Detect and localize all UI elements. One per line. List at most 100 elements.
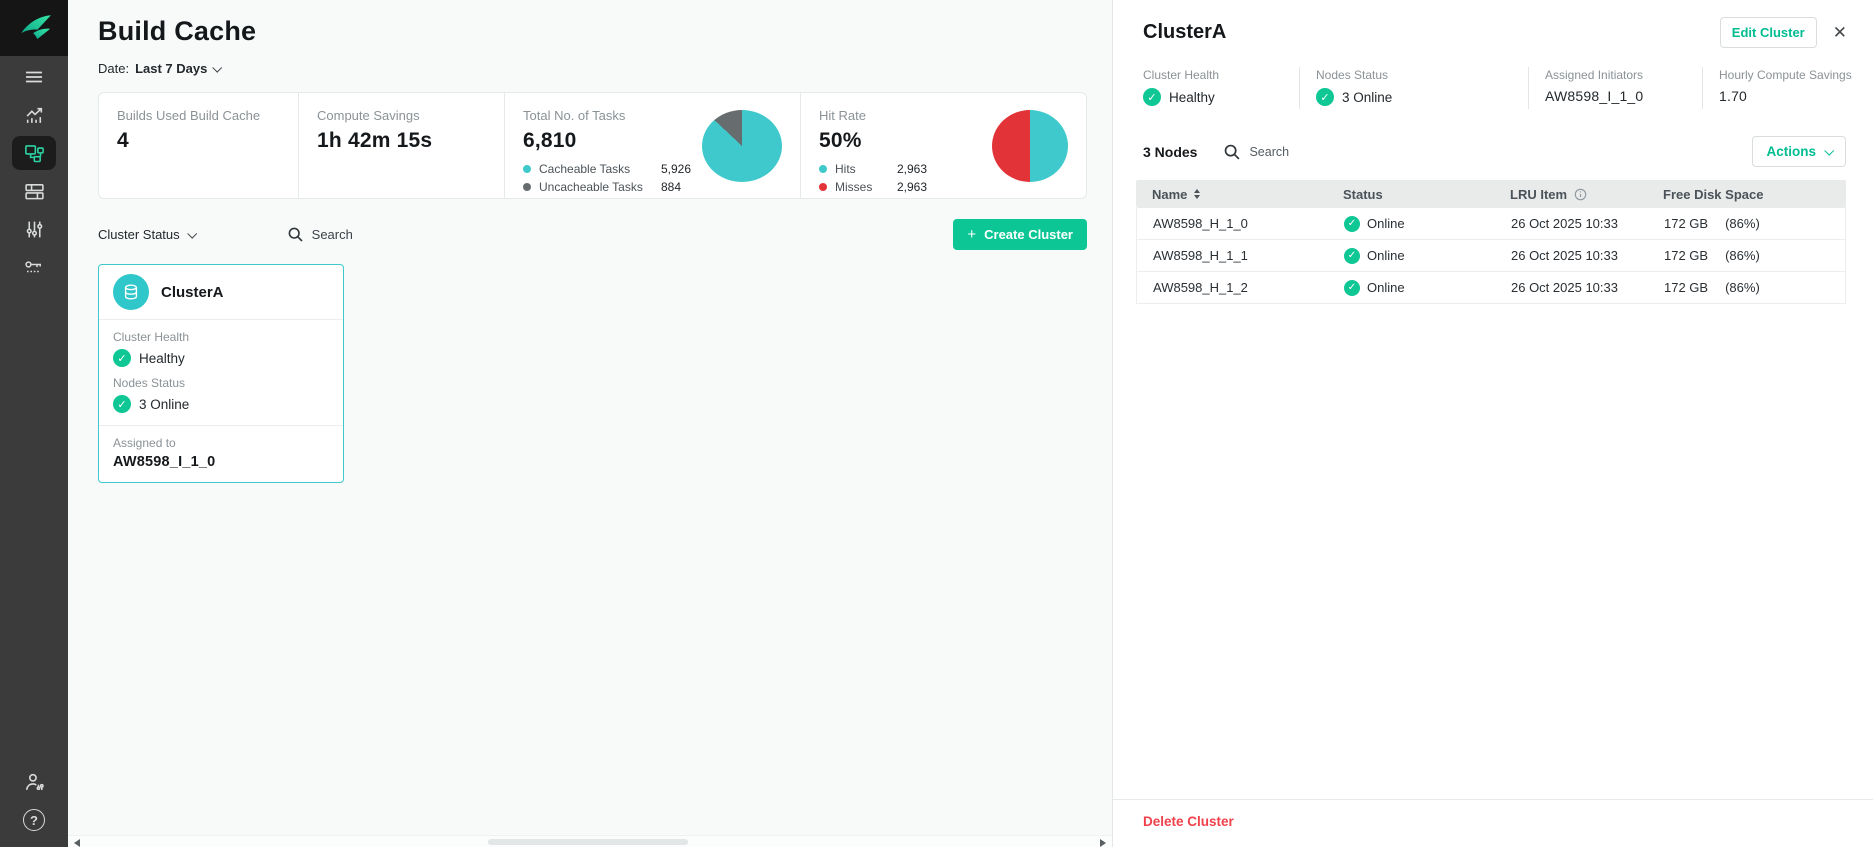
panel-stats-row: Cluster Health ✓ Healthy Nodes Status ✓ … [1113, 67, 1873, 109]
panel-stat-cluster-health: Cluster Health ✓ Healthy [1143, 68, 1220, 106]
boards-layout-icon [24, 183, 44, 199]
check-icon: ✓ [1143, 88, 1161, 106]
sidebar-item-help[interactable]: ? [0, 801, 68, 839]
panel-title: ClusterA [1143, 21, 1227, 43]
close-panel-button[interactable]: ✕ [1833, 24, 1847, 41]
check-icon: ✓ [113, 349, 131, 367]
table-row[interactable]: AW8598_H_1_0 ✓ Online 26 Oct 2025 10:33 … [1136, 208, 1846, 240]
sidebar-item-user-settings[interactable] [0, 763, 68, 801]
cluster-card[interactable]: ClusterA Cluster Health ✓ Healthy Nodes … [98, 264, 344, 483]
sidebar-item-analytics[interactable] [0, 96, 68, 134]
nodes-table-header: Name Status LRU Item Free Disk Space [1136, 180, 1846, 208]
hit-rate-pie-chart [992, 109, 1068, 182]
actions-dropdown-button[interactable]: Actions [1752, 136, 1846, 167]
help-icon: ? [23, 809, 45, 831]
assigned-to-label: Assigned to [113, 436, 176, 450]
node-lru: 26 Oct 2025 10:33 [1511, 248, 1618, 263]
node-disk: 172 GB (86%) [1664, 248, 1760, 263]
column-header-status: Status [1343, 186, 1383, 202]
legend-item: Uncacheable Tasks 884 [523, 180, 698, 194]
panel-header: ClusterA Edit Cluster ✕ [1113, 0, 1873, 48]
node-disk: 172 GB (86%) [1664, 280, 1760, 295]
cluster-status-dropdown[interactable]: Cluster Status [98, 227, 197, 242]
active-item-highlight [12, 136, 56, 170]
check-icon: ✓ [113, 395, 131, 413]
analytics-chart-icon [26, 107, 42, 123]
scroll-right-arrow-icon[interactable] [1100, 839, 1106, 847]
divider [99, 425, 343, 426]
page-title: Build Cache [98, 16, 257, 46]
hamburger-menu-icon [26, 71, 42, 83]
chevron-down-icon [186, 228, 197, 239]
legend-item: Cacheable Tasks 5,926 [523, 162, 698, 176]
horizontal-scrollbar[interactable] [68, 835, 1112, 847]
stat-total-tasks: Total No. of Tasks 6,810 Cacheable Tasks… [504, 93, 800, 198]
sidebar-nav [0, 58, 68, 286]
assigned-to-value: AW8598_I_1_0 [113, 454, 216, 470]
close-icon: ✕ [1832, 23, 1847, 42]
misses-dot-icon [819, 183, 827, 191]
divider [99, 319, 343, 320]
sliders-icon [26, 221, 42, 237]
sidebar-item-menu[interactable] [0, 58, 68, 96]
search-placeholder: Search [1249, 144, 1290, 159]
check-icon: ✓ [1316, 88, 1334, 106]
check-icon: ✓ [1344, 215, 1360, 232]
tasks-legend: Cacheable Tasks 5,926 Uncacheable Tasks … [523, 162, 698, 194]
app-logo[interactable] [0, 0, 68, 56]
stat-label: Hit Rate [819, 108, 866, 123]
node-lru: 26 Oct 2025 10:33 [1511, 216, 1618, 231]
delete-cluster-button[interactable]: Delete Cluster [1143, 814, 1234, 829]
sidebar-item-boards[interactable] [0, 172, 68, 210]
sidebar-item-settings-sliders[interactable] [0, 210, 68, 248]
node-status: ✓ Online [1328, 247, 1495, 264]
node-name: AW8598_H_1_0 [1153, 216, 1248, 231]
column-header-lru: LRU Item [1494, 187, 1647, 202]
cluster-health-value: ✓ Healthy [113, 349, 329, 367]
table-row[interactable]: AW8598_H_1_2 ✓ Online 26 Oct 2025 10:33 … [1136, 272, 1846, 304]
cluster-name: ClusterA [161, 283, 224, 301]
scroll-left-arrow-icon[interactable] [74, 839, 80, 847]
create-cluster-button[interactable]: + Create Cluster [953, 219, 1087, 250]
stat-label: Compute Savings [317, 108, 420, 123]
scrollbar-thumb[interactable] [488, 839, 688, 845]
sidebar-item-license-key[interactable] [0, 248, 68, 286]
cluster-card-header: ClusterA [99, 265, 343, 319]
cluster-toolbar: Cluster Status Search + Create Cluster [98, 219, 1087, 250]
cluster-health-label: Cluster Health [113, 330, 190, 344]
check-icon: ✓ [1344, 247, 1360, 264]
stat-hit-rate: Hit Rate 50% Hits 2,963 Misses 2,963 [800, 93, 1086, 198]
node-lru: 26 Oct 2025 10:33 [1511, 280, 1618, 295]
key-icon [25, 261, 41, 273]
panel-footer: Delete Cluster [1113, 799, 1873, 847]
node-name: AW8598_H_1_2 [1153, 280, 1248, 295]
sidebar-item-build-cache[interactable] [0, 134, 68, 172]
legend-item: Misses 2,963 [819, 180, 988, 194]
cluster-card-body: Cluster Health ✓ Healthy Nodes Status ✓ … [99, 320, 343, 425]
check-icon: ✓ [1344, 279, 1360, 296]
hits-dot-icon [819, 165, 827, 173]
nodes-count: 3 Nodes [1143, 143, 1198, 160]
edit-cluster-button[interactable]: Edit Cluster [1719, 17, 1817, 48]
user-settings-icon [25, 773, 44, 790]
legend-item: Hits 2,963 [819, 162, 988, 176]
info-icon[interactable] [1574, 188, 1587, 201]
cluster-search[interactable]: Search [287, 226, 353, 243]
chevron-down-icon [212, 62, 223, 73]
nodes-search[interactable]: Search [1223, 143, 1289, 161]
column-header-name[interactable]: Name [1136, 187, 1327, 202]
stat-value: 50% [819, 129, 862, 152]
sort-icon[interactable] [1194, 189, 1201, 199]
stat-builds-used: Builds Used Build Cache 4 [99, 93, 298, 198]
main-content: Build Cache Date: Last 7 Days Builds Use… [68, 0, 1112, 847]
node-status: ✓ Online [1328, 215, 1495, 232]
nodes-status-value: ✓ 3 Online [113, 395, 329, 413]
stat-label: Total No. of Tasks [523, 108, 626, 123]
date-filter-prefix: Date: [98, 61, 130, 76]
panel-stat-assigned-initiators: Assigned Initiators AW8598_I_1_0 [1528, 67, 1702, 109]
chevron-down-icon [1824, 145, 1835, 156]
panel-stat-hourly-savings: Hourly Compute Savings 1.70 [1702, 67, 1863, 109]
nodes-status-label: Nodes Status [113, 376, 186, 390]
date-filter[interactable]: Date: Last 7 Days [98, 61, 223, 76]
table-row[interactable]: AW8598_H_1_1 ✓ Online 26 Oct 2025 10:33 … [1136, 240, 1846, 272]
